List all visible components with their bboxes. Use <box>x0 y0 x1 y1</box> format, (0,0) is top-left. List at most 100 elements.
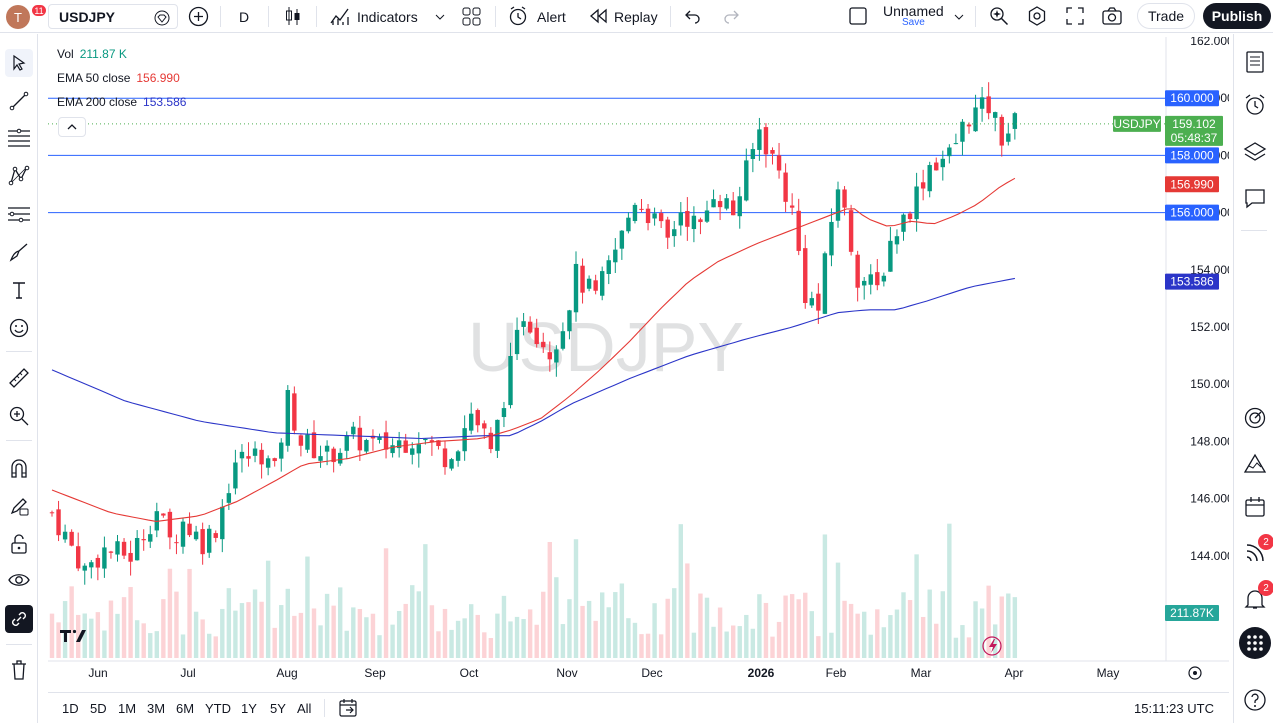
chat-icon[interactable] <box>1242 186 1268 212</box>
volume-bar <box>698 593 703 658</box>
replay-button[interactable]: Replay <box>614 8 658 25</box>
camera-snapshot-icon[interactable] <box>1101 5 1123 27</box>
lightning-icon[interactable] <box>982 636 1002 656</box>
cursor-tool-icon[interactable] <box>5 49 33 77</box>
undo-icon[interactable] <box>684 8 702 24</box>
legend-volume[interactable]: Vol 211.87 K <box>57 47 127 61</box>
fib-lines-icon[interactable] <box>5 124 33 152</box>
volume-bar <box>344 630 349 658</box>
publish-button[interactable]: Publish <box>1203 3 1271 29</box>
volume-bar <box>993 624 998 658</box>
volume-bar <box>95 612 101 658</box>
chevron-down-icon[interactable] <box>434 11 446 23</box>
volume-bar <box>940 591 945 658</box>
candle-style-icon[interactable] <box>282 5 304 27</box>
trend-line-icon[interactable] <box>5 87 33 115</box>
redo-icon[interactable] <box>722 8 740 24</box>
target-icon[interactable] <box>1242 405 1268 431</box>
volume-bar <box>383 548 389 658</box>
candle-body <box>246 456 251 459</box>
range-5y[interactable]: 5Y <box>270 701 286 716</box>
user-avatar[interactable]: T 11 <box>6 3 48 29</box>
compare-symbol-icon[interactable] <box>153 9 171 27</box>
volume-bar <box>469 604 474 658</box>
text-tool-icon[interactable] <box>5 276 33 304</box>
forecast-tool-icon[interactable] <box>5 200 33 228</box>
range-6m[interactable]: 6M <box>176 701 195 716</box>
candle-body <box>698 219 703 223</box>
candle-body <box>763 127 769 155</box>
candle-body <box>265 458 271 468</box>
range-5d[interactable]: 5D <box>90 701 107 716</box>
zoom-in-icon[interactable] <box>5 402 33 430</box>
volume-bar <box>960 625 965 658</box>
tradingview-logo[interactable] <box>60 629 86 642</box>
candle-body <box>396 440 402 449</box>
stay-in-drawing-icon[interactable] <box>5 492 33 520</box>
volume-bar <box>750 628 756 658</box>
volume-bar <box>62 601 68 658</box>
layout-name[interactable]: Unnamed <box>883 3 944 19</box>
alarm-clock-icon[interactable] <box>1242 92 1268 118</box>
range-all[interactable]: All <box>297 701 312 716</box>
go-to-date-icon[interactable] <box>338 698 358 718</box>
candle-body <box>966 124 972 127</box>
trash-icon[interactable] <box>5 656 33 684</box>
clock-utc[interactable]: 15:11:23 UTC <box>1134 701 1214 716</box>
candle-body <box>128 552 133 562</box>
volume-bar <box>973 601 978 658</box>
range-ytd[interactable]: YTD <box>205 701 231 716</box>
link-chain-icon[interactable] <box>5 605 33 633</box>
eye-visibility-icon[interactable] <box>5 566 33 594</box>
templates-grid-icon[interactable] <box>461 6 482 27</box>
alert-clock-icon[interactable] <box>507 5 529 27</box>
alert-button[interactable]: Alert <box>537 8 566 25</box>
settings-gear-icon[interactable] <box>1026 5 1048 27</box>
indicators-icon[interactable] <box>329 5 351 27</box>
legend-ema200[interactable]: EMA 200 close 153.586 <box>57 95 186 109</box>
indicators-button[interactable]: Indicators <box>357 8 418 25</box>
fullscreen-icon[interactable] <box>1065 6 1085 26</box>
apps-grid-icon[interactable] <box>1239 627 1271 659</box>
candle-body <box>560 331 566 349</box>
candle-body <box>272 458 277 462</box>
replay-icon[interactable] <box>589 8 607 24</box>
quick-search-icon[interactable] <box>988 5 1010 27</box>
calendar-icon[interactable] <box>1242 494 1268 520</box>
layout-save-label[interactable]: Save <box>902 17 925 28</box>
volume-bar <box>842 600 847 658</box>
range-1y[interactable]: 1Y <box>241 701 257 716</box>
news-feed-icon[interactable] <box>1242 540 1268 566</box>
symbol-search[interactable]: USDJPY <box>48 4 178 29</box>
brush-tool-icon[interactable] <box>5 238 33 266</box>
candle-body <box>567 310 572 332</box>
volume-bar <box>449 629 454 658</box>
range-1m[interactable]: 1M <box>118 701 137 716</box>
time-axis-settings-icon[interactable] <box>1188 666 1202 680</box>
trade-button[interactable]: Trade <box>1137 3 1195 29</box>
layers-icon[interactable] <box>1242 139 1268 165</box>
emoji-tool-icon[interactable] <box>5 314 33 342</box>
volume-bar <box>829 632 834 658</box>
interval-button[interactable]: D <box>239 8 250 25</box>
ruler-measure-icon[interactable] <box>5 364 33 392</box>
watchlist-icon[interactable] <box>1242 49 1268 75</box>
candle-body <box>207 528 212 553</box>
volume-badge-text: 211.87K <box>1170 606 1214 620</box>
legend-collapse-button[interactable] <box>58 117 86 137</box>
chevron-down-icon[interactable] <box>953 11 965 23</box>
candle-body <box>593 280 598 291</box>
volume-bar <box>652 603 657 658</box>
add-symbol-icon[interactable] <box>188 6 209 27</box>
price-chart[interactable]: USDJPY 162.000 160.000 158.000 156.000 154.0… <box>48 37 1229 686</box>
lock-icon[interactable] <box>5 530 33 558</box>
magnet-icon[interactable] <box>5 454 33 482</box>
help-icon[interactable] <box>1242 687 1268 713</box>
legend-ema50[interactable]: EMA 50 close 156.990 <box>57 71 180 85</box>
pattern-tool-icon[interactable] <box>5 162 33 190</box>
layout-square-icon[interactable] <box>848 6 868 26</box>
ideas-icon[interactable] <box>1242 450 1268 476</box>
range-3m[interactable]: 3M <box>147 701 166 716</box>
volume-bar <box>49 613 55 658</box>
range-1d[interactable]: 1D <box>62 701 79 716</box>
